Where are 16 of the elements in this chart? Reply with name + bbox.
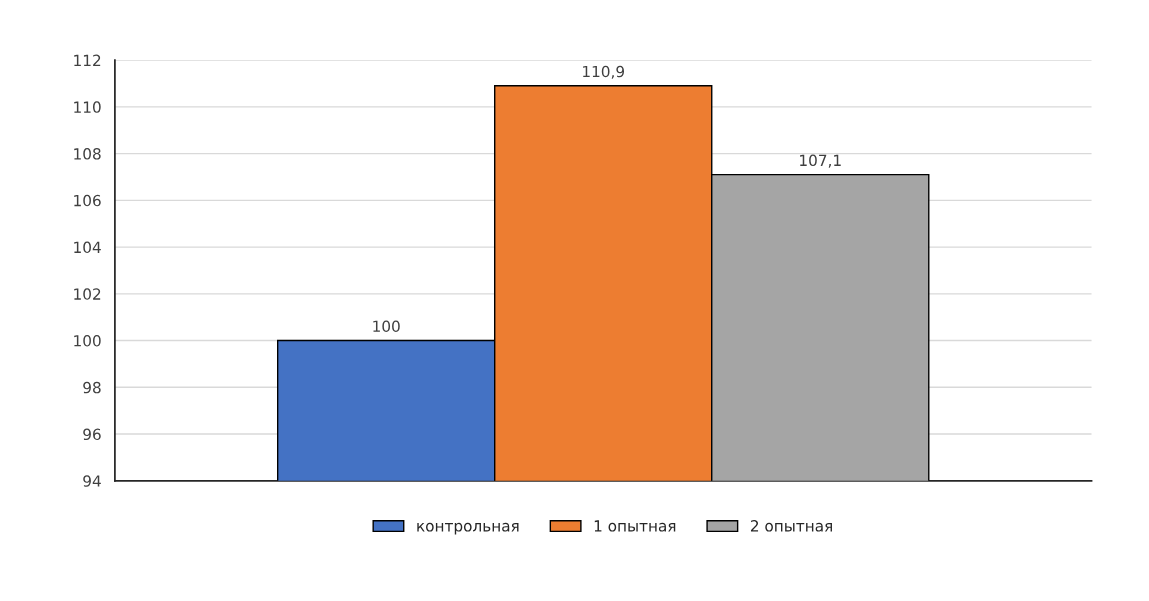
data-label: 107,1 (800, 154, 841, 168)
y-tick-label: 106 (74, 194, 101, 207)
y-tick-label: 100 (74, 335, 101, 347)
data-label: 100 (373, 320, 400, 333)
data-label: 110,9 (583, 65, 625, 79)
legend-label: контрольная (417, 522, 519, 535)
y-tick-label: 112 (74, 54, 101, 66)
y-tick-label: 94 (83, 475, 101, 487)
y-tick-label: 110 (74, 101, 101, 113)
y-tick-label: 108 (74, 148, 101, 160)
y-tick-label: 96 (83, 428, 101, 441)
legend-label: 1 опытная (594, 520, 676, 532)
y-tick-label: 104 (74, 241, 101, 254)
y-tick-label: 98 (83, 381, 101, 394)
y-tick-label: 102 (74, 288, 101, 300)
legend-label: 2 опытная (750, 520, 832, 532)
